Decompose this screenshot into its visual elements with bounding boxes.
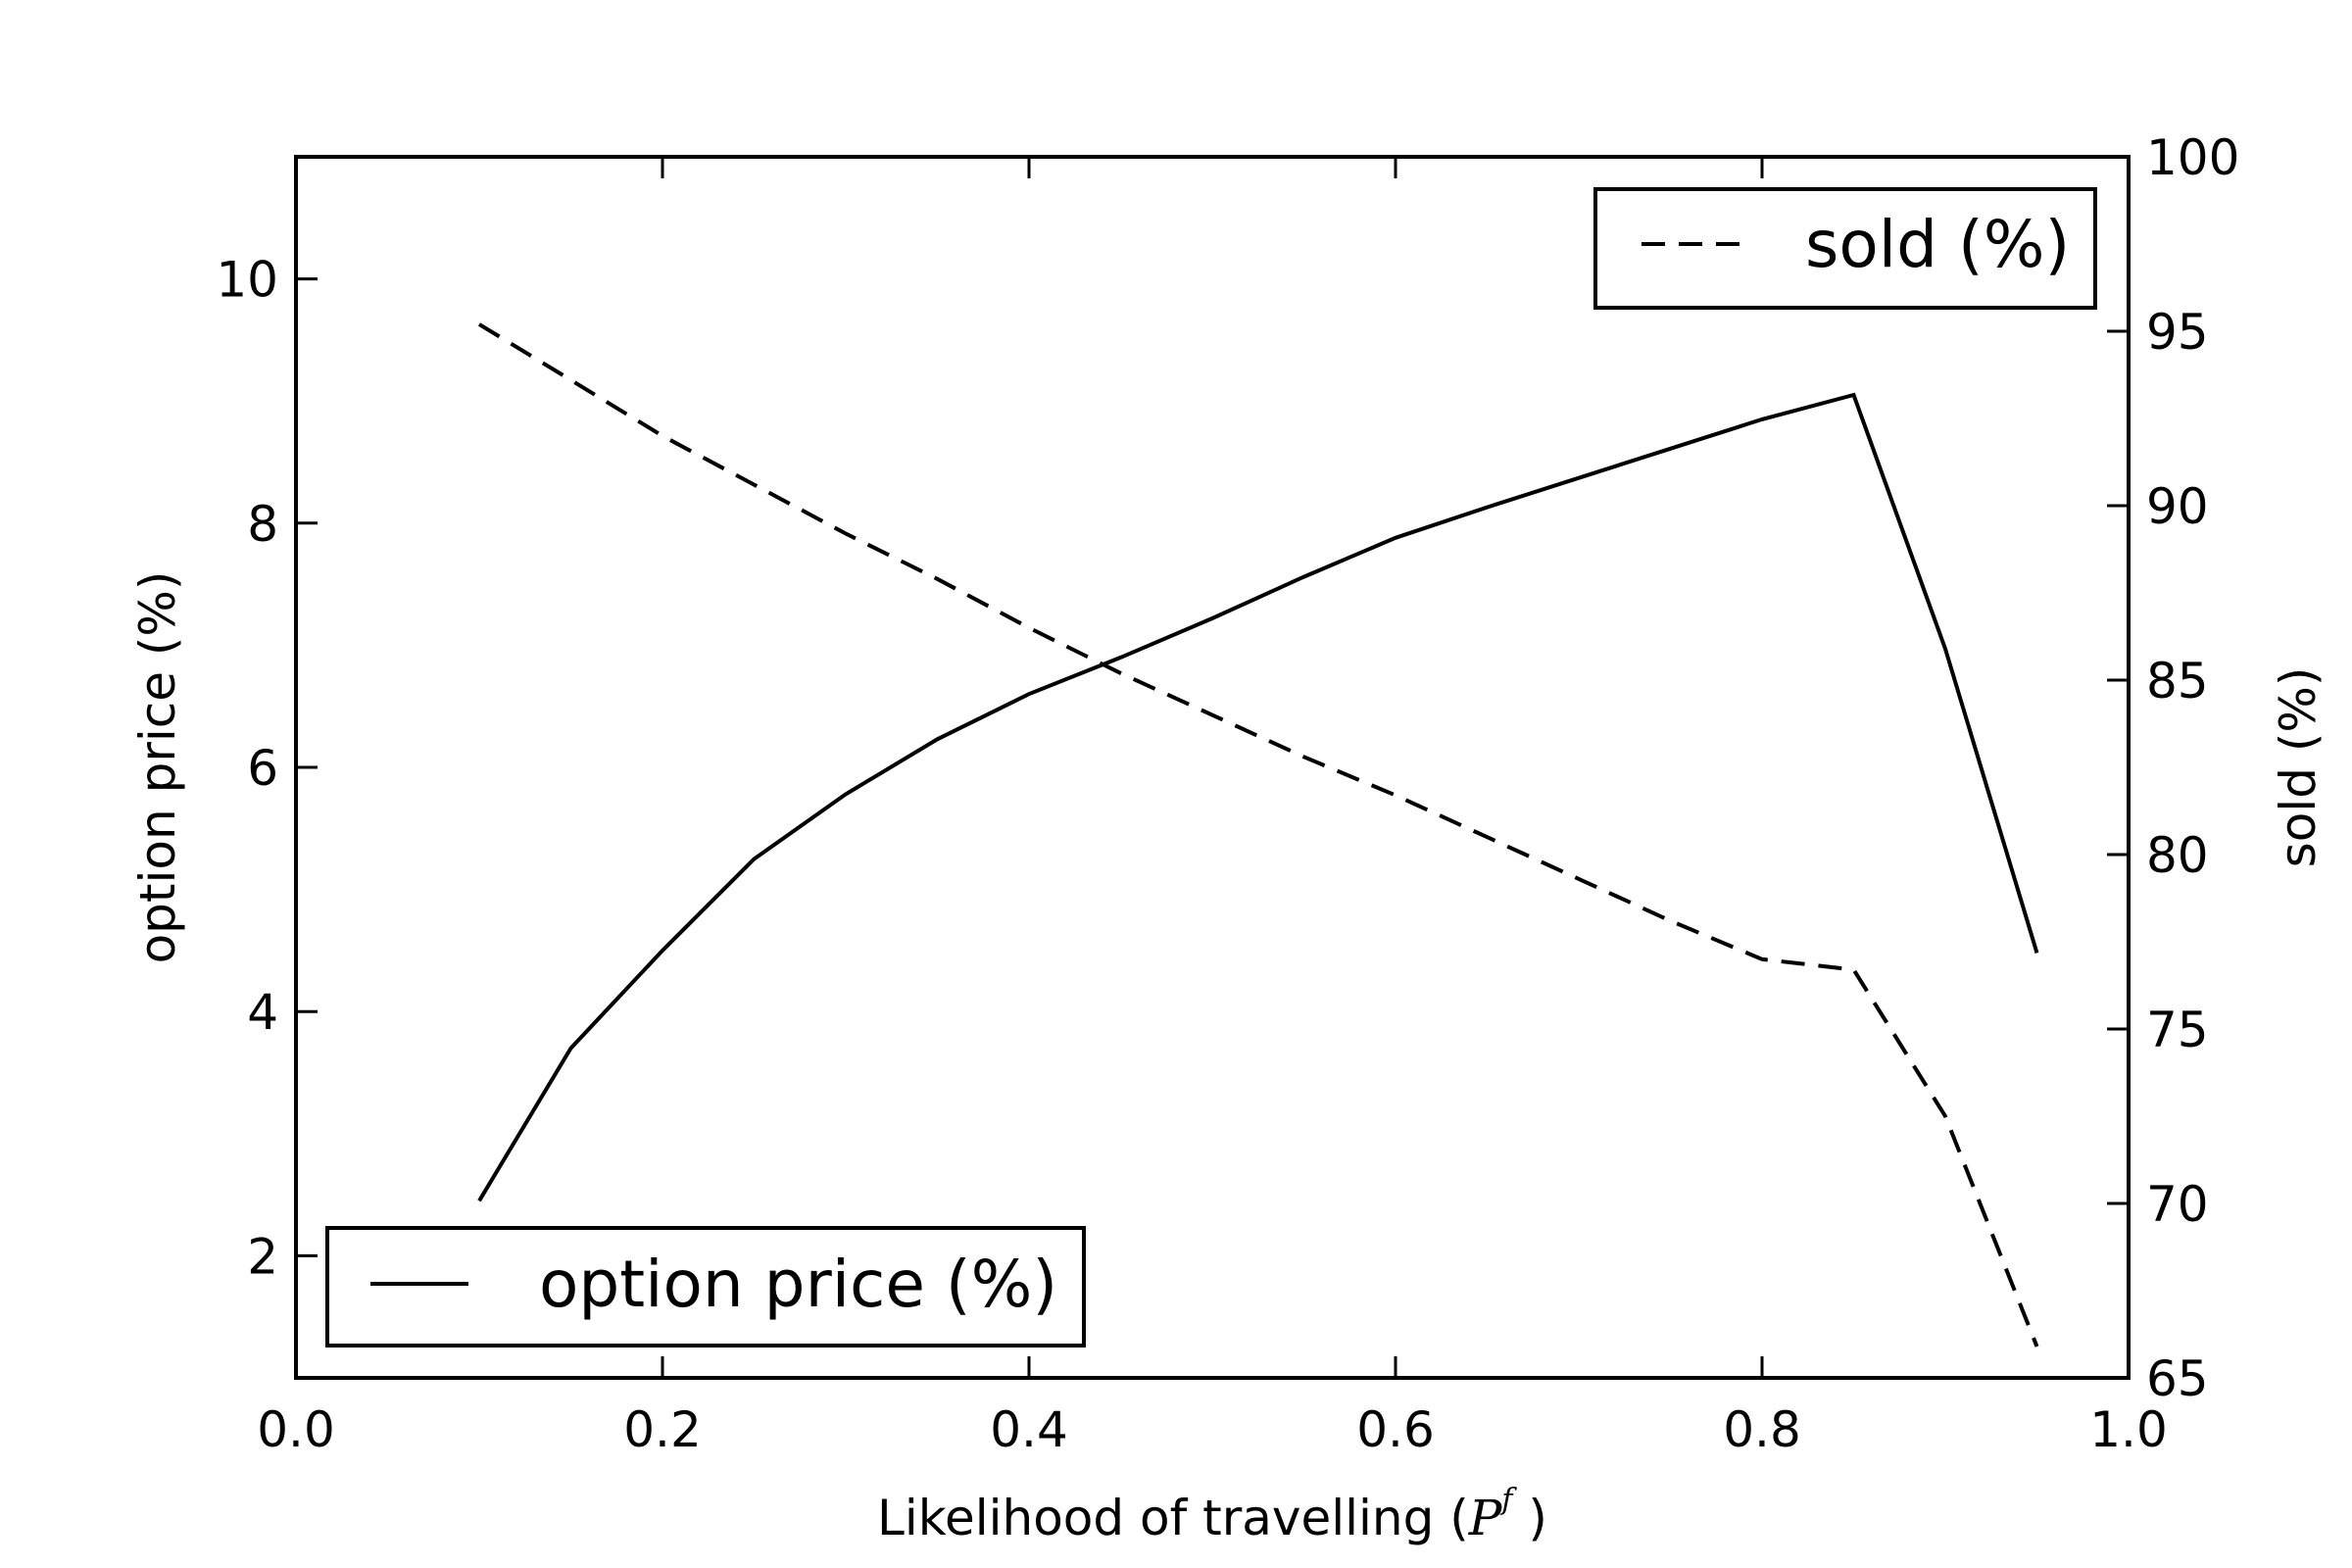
left-y-axis-label: option price (%): [129, 571, 186, 964]
legend-sold-box: [1593, 187, 2097, 310]
right-y-axis-label: sold (%): [2270, 667, 2327, 868]
x-tick-label: 0.0: [257, 1401, 335, 1458]
right-y-tick-label: 65: [2146, 1350, 2209, 1407]
left-y-tick-label: 10: [216, 252, 278, 309]
left-y-tick-label: 4: [247, 984, 278, 1041]
legend-option-price: option price (%): [325, 1226, 1086, 1348]
right-y-tick-label: 100: [2146, 129, 2239, 186]
plot-area: [296, 157, 2129, 1378]
right-y-tick-label: 90: [2146, 478, 2209, 535]
left-y-tick-label: 2: [247, 1228, 278, 1285]
plot-frame: [294, 155, 2131, 1380]
option-price-series-line: [477, 392, 2039, 1202]
left-y-tick-label: 8: [247, 496, 278, 553]
series-lines: [477, 322, 2039, 1348]
right-y-tick-label: 75: [2146, 1002, 2209, 1058]
x-tick-label: 0.2: [623, 1401, 702, 1458]
right-y-tick-label: 80: [2146, 827, 2209, 884]
right-y-tick-label: 70: [2146, 1176, 2209, 1233]
left-y-tick-label: 6: [247, 740, 278, 797]
right-y-tick-label: 85: [2146, 653, 2209, 710]
legend-sold-label: sold (%): [1805, 207, 2070, 282]
ticks: 0.0 0.2 0.4 0.6 0.8 1.0 2 4 6 8 10 65 70 75 80 85 90 95 10…: [216, 129, 2239, 1458]
right-y-tick-label: 95: [2146, 304, 2209, 361]
sold-series-line: [477, 322, 2039, 1348]
x-axis-label: Likelihood of travelling (Pf ): [877, 1483, 1547, 1546]
legend-option-price-box: [325, 1226, 1086, 1348]
x-tick-label: 0.8: [1723, 1401, 1801, 1458]
x-tick-label: 1.0: [2089, 1401, 2168, 1458]
legend-sold: sold (%): [1593, 187, 2097, 310]
legend-option-price-label: option price (%): [539, 1247, 1057, 1322]
x-tick-label: 0.6: [1356, 1401, 1435, 1458]
x-tick-label: 0.4: [990, 1401, 1068, 1458]
